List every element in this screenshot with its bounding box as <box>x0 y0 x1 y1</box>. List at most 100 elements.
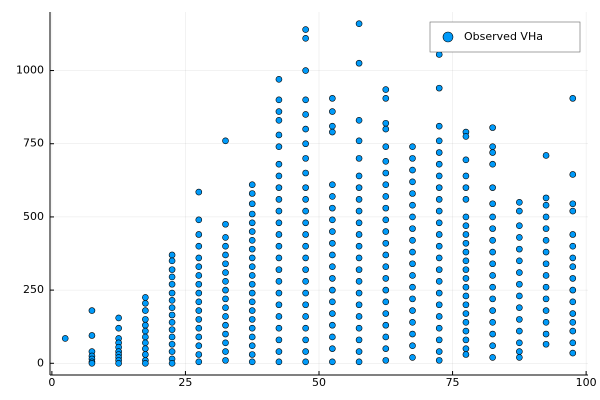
point <box>195 351 203 358</box>
point <box>329 193 336 200</box>
point <box>489 330 496 338</box>
point <box>462 275 470 282</box>
point <box>542 194 550 202</box>
point <box>275 336 283 344</box>
point <box>195 254 203 262</box>
point <box>489 248 496 256</box>
point <box>248 289 256 297</box>
point <box>569 339 577 347</box>
point <box>195 188 203 196</box>
point <box>382 333 390 341</box>
point <box>168 319 176 326</box>
point <box>329 181 336 189</box>
point <box>302 125 309 133</box>
point <box>435 219 443 227</box>
point <box>462 257 470 265</box>
point <box>542 307 550 314</box>
point <box>168 289 176 297</box>
point <box>168 297 176 304</box>
point <box>248 210 256 218</box>
point <box>355 231 363 238</box>
point <box>142 333 149 341</box>
point <box>195 242 203 250</box>
point <box>382 263 390 270</box>
x-tick-label: 50 <box>312 376 326 389</box>
point <box>222 357 229 364</box>
point <box>489 272 496 279</box>
point <box>516 234 523 241</box>
point <box>329 108 336 115</box>
point <box>275 348 283 355</box>
point <box>275 108 283 115</box>
point <box>542 272 550 279</box>
point <box>275 313 283 320</box>
point <box>409 260 416 268</box>
point <box>168 304 176 311</box>
point <box>302 231 309 238</box>
point <box>329 298 336 306</box>
point <box>516 339 523 347</box>
point <box>168 266 176 273</box>
point <box>195 324 203 332</box>
point <box>435 301 443 309</box>
point <box>409 330 416 338</box>
point <box>329 204 336 212</box>
point <box>248 219 256 227</box>
point <box>222 330 229 338</box>
point <box>302 242 309 250</box>
point <box>489 295 496 303</box>
point <box>516 280 523 288</box>
point <box>195 289 203 297</box>
point <box>435 289 443 297</box>
point <box>222 339 229 347</box>
point <box>195 298 203 306</box>
legend-marker <box>442 31 454 43</box>
point <box>569 319 577 326</box>
point <box>329 95 336 102</box>
x-tick-label: 25 <box>178 376 192 389</box>
point <box>142 345 149 352</box>
point <box>409 201 416 209</box>
point <box>409 342 416 350</box>
point <box>409 143 416 150</box>
point <box>275 96 283 104</box>
point <box>462 345 470 352</box>
point <box>489 319 496 326</box>
point <box>516 257 523 265</box>
point <box>382 251 390 259</box>
point <box>516 245 523 253</box>
point <box>382 143 390 150</box>
point <box>382 357 390 364</box>
point <box>489 184 496 191</box>
point <box>409 307 416 314</box>
point <box>462 239 470 247</box>
point <box>569 171 577 178</box>
point <box>195 216 203 224</box>
point <box>329 286 336 294</box>
point <box>195 333 203 341</box>
point <box>382 119 390 127</box>
point <box>302 358 309 366</box>
point <box>248 254 256 262</box>
point <box>435 242 443 250</box>
point <box>542 295 550 303</box>
point <box>409 272 416 279</box>
point <box>302 348 309 355</box>
point <box>516 207 523 215</box>
point <box>569 254 577 262</box>
point <box>142 294 149 301</box>
point <box>516 292 523 300</box>
point <box>489 354 496 361</box>
point <box>248 228 256 235</box>
y-tick-label: 250 <box>23 283 44 296</box>
point <box>142 339 149 347</box>
point <box>462 222 470 230</box>
point <box>355 254 363 262</box>
point <box>382 181 390 189</box>
y-tick-label: 750 <box>23 137 44 150</box>
point <box>222 278 229 285</box>
point <box>275 131 283 139</box>
point <box>569 286 577 294</box>
point <box>489 149 496 156</box>
